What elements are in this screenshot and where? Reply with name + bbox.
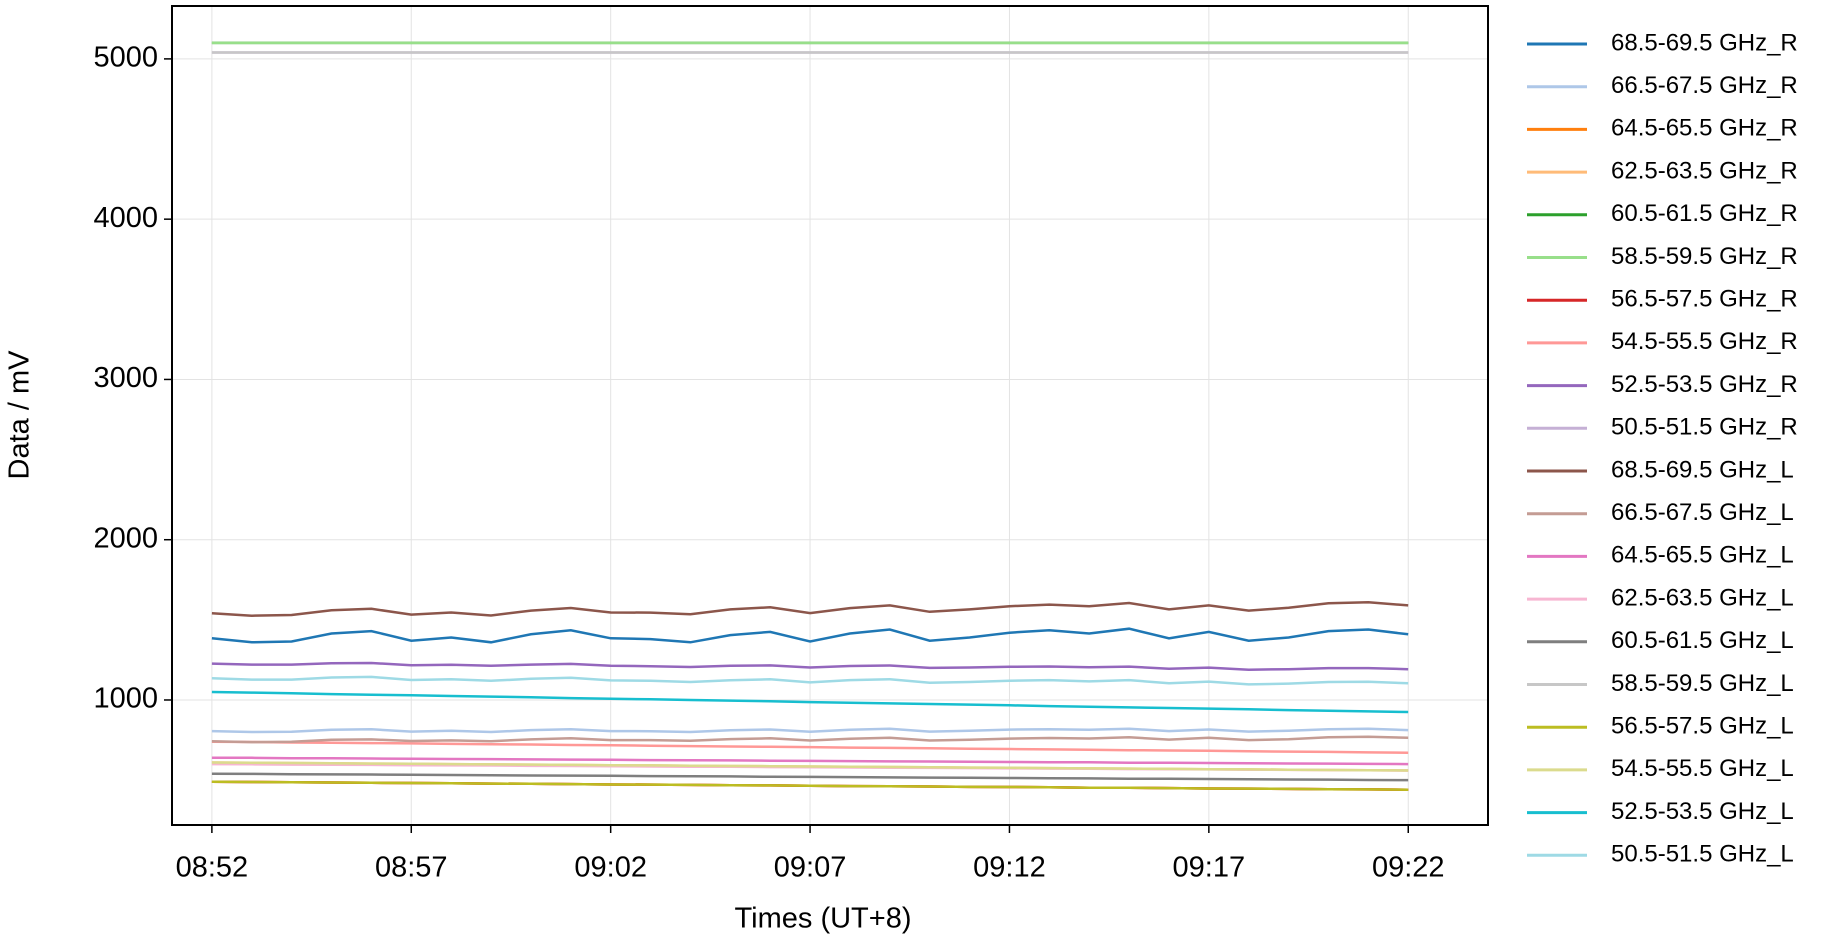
legend-label: 56.5-57.5 GHz_R	[1611, 286, 1798, 313]
series-line	[211, 600, 1409, 617]
legend-label: 62.5-63.5 GHz_L	[1611, 584, 1794, 611]
series-line	[211, 661, 1409, 671]
x-tick-label: 09:17	[1173, 852, 1246, 884]
legend-label: 58.5-59.5 GHz_L	[1611, 670, 1794, 697]
x-tick-label: 08:57	[375, 852, 448, 884]
legend-label: 64.5-65.5 GHz_L	[1611, 542, 1794, 569]
legend-label: 62.5-63.5 GHz_R	[1611, 157, 1798, 184]
x-tick-label: 09:02	[574, 852, 647, 884]
y-tick-label: 5000	[93, 42, 158, 74]
y-tick-label: 4000	[93, 202, 158, 234]
legend-label: 68.5-69.5 GHz_L	[1611, 456, 1794, 483]
series-line	[211, 690, 1409, 714]
legend-label: 66.5-67.5 GHz_R	[1611, 72, 1798, 99]
series-line	[211, 740, 1409, 754]
legend-label: 60.5-61.5 GHz_L	[1611, 627, 1794, 654]
legend-label: 54.5-55.5 GHz_L	[1611, 755, 1794, 782]
series-line	[211, 675, 1409, 686]
legend-label: 52.5-53.5 GHz_R	[1611, 371, 1798, 398]
legend-label: 50.5-51.5 GHz_R	[1611, 414, 1798, 441]
y-axis-label: Data / mV	[4, 350, 36, 480]
y-tick-label: 3000	[93, 362, 158, 394]
legend-label: 64.5-65.5 GHz_R	[1611, 115, 1798, 142]
y-tick-label: 1000	[93, 683, 158, 715]
legend-label: 60.5-61.5 GHz_R	[1611, 200, 1798, 227]
series-line	[211, 780, 1409, 791]
legend-label: 54.5-55.5 GHz_R	[1611, 328, 1798, 355]
y-tick-label: 2000	[93, 522, 158, 554]
legend-label: 56.5-57.5 GHz_L	[1611, 713, 1794, 740]
plot-frame	[171, 5, 1489, 826]
series-line	[211, 735, 1409, 744]
series-line	[211, 727, 1409, 734]
x-tick-label: 09:07	[774, 852, 847, 884]
series-line	[211, 772, 1409, 782]
legend-label: 68.5-69.5 GHz_R	[1611, 29, 1798, 56]
x-tick-label: 08:52	[176, 852, 249, 884]
series-line	[211, 627, 1409, 644]
series-line	[211, 761, 1409, 772]
x-axis-label: Times (UT+8)	[735, 903, 912, 935]
x-tick-label: 09:12	[973, 852, 1046, 884]
legend-label: 50.5-51.5 GHz_L	[1611, 841, 1794, 868]
legend-label: 66.5-67.5 GHz_L	[1611, 499, 1794, 526]
series-line	[211, 756, 1409, 766]
legend-label: 52.5-53.5 GHz_L	[1611, 798, 1794, 825]
x-tick-label: 09:22	[1372, 852, 1445, 884]
legend-label: 58.5-59.5 GHz_R	[1611, 243, 1798, 270]
